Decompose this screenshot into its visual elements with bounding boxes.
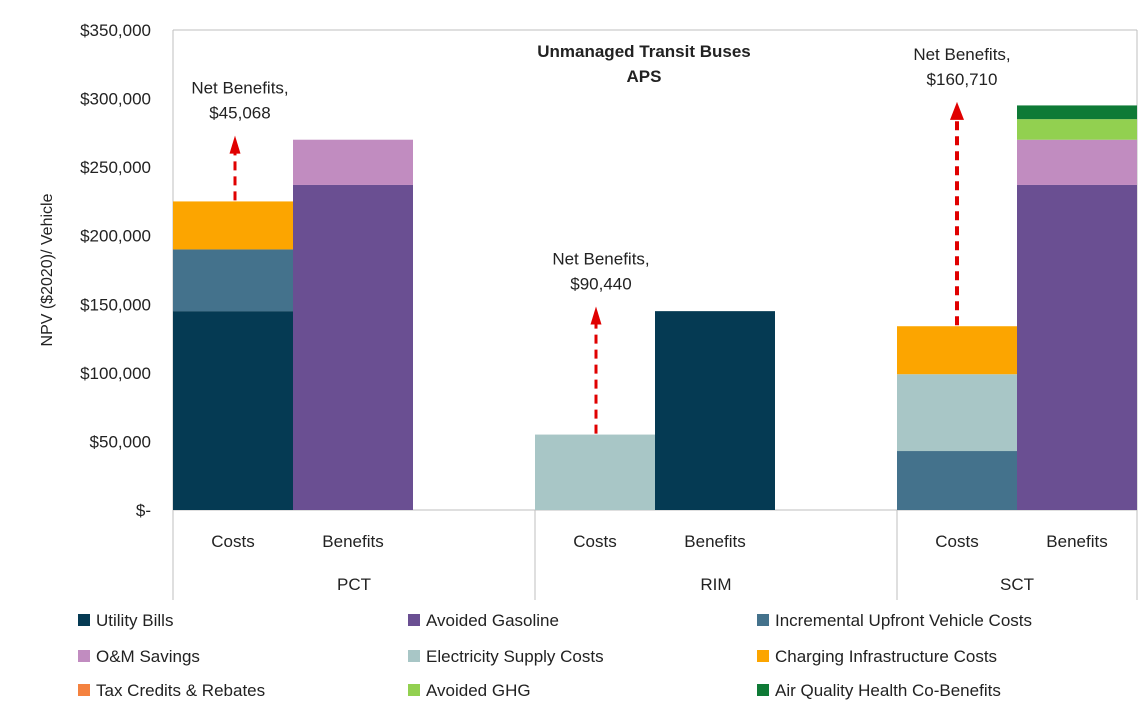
bar-segment-avoided-gasoline <box>1017 184 1137 510</box>
y-tick-label: $200,000 <box>80 227 151 246</box>
bar-segment-avoided-gasoline <box>293 184 413 510</box>
y-tick-label: $150,000 <box>80 295 151 314</box>
bar-segment-electricity-supply-costs <box>897 374 1017 452</box>
net-benefit-arrow-head <box>950 101 964 120</box>
legend-swatch <box>78 684 90 696</box>
net-benefit-label: Net Benefits, <box>913 45 1010 64</box>
category-label: Benefits <box>1046 532 1107 551</box>
y-tick-label: $- <box>136 501 151 520</box>
net-benefit-value: $160,710 <box>927 70 998 89</box>
bar-segment-utility-bills <box>655 311 775 510</box>
legend-swatch <box>408 614 420 626</box>
legend-label: Utility Bills <box>96 611 173 630</box>
legend-label: O&M Savings <box>96 647 200 666</box>
bar-segment-incremental-upfront-vehicle-costs <box>173 249 293 312</box>
legend-swatch <box>408 684 420 696</box>
legend-label: Avoided Gasoline <box>426 611 559 630</box>
legend-label: Air Quality Health Co-Benefits <box>775 681 1001 700</box>
bar-segment-o-m-savings <box>1017 139 1137 185</box>
group-label: RIM <box>700 575 731 594</box>
net-benefit-value: $90,440 <box>570 275 631 294</box>
category-label: Costs <box>573 532 616 551</box>
legend-label: Incremental Upfront Vehicle Costs <box>775 611 1032 630</box>
legend-label: Electricity Supply Costs <box>426 647 604 666</box>
net-benefit-arrow-head <box>590 306 602 325</box>
y-tick-label: $300,000 <box>80 90 151 109</box>
net-benefit-arrow-head <box>229 135 241 154</box>
legend-label: Avoided GHG <box>426 681 531 700</box>
y-axis-label: NPV ($2020)/ Vehicle <box>39 193 56 346</box>
category-label: Costs <box>211 532 254 551</box>
net-benefit-label: Net Benefits, <box>552 250 649 269</box>
bar-segment-charging-infrastructure-costs <box>173 201 293 250</box>
category-label: Benefits <box>684 532 745 551</box>
legend-swatch <box>408 650 420 662</box>
legend-swatch <box>78 614 90 626</box>
bar-segment-utility-bills <box>173 311 293 510</box>
group-label: SCT <box>1000 575 1034 594</box>
legend-label: Tax Credits & Rebates <box>96 681 265 700</box>
bar-segment-electricity-supply-costs <box>535 434 655 510</box>
y-tick-label: $350,000 <box>80 21 151 40</box>
group-label: PCT <box>337 575 371 594</box>
category-label: Benefits <box>322 532 383 551</box>
bar-segment-air-quality-health-co-benefits <box>1017 105 1137 120</box>
legend: Utility Bills Avoided Gasoline Incremental… <box>78 611 1032 700</box>
y-tick-label: $250,000 <box>80 158 151 177</box>
legend-swatch <box>757 650 769 662</box>
bar-segments <box>173 105 1137 510</box>
net-benefit-label: Net Benefits, <box>191 79 288 98</box>
bar-segment-charging-infrastructure-costs <box>897 326 1017 375</box>
y-tick-label: $50,000 <box>90 432 151 451</box>
legend-swatch <box>78 650 90 662</box>
bar-segment-avoided-ghg <box>1017 119 1137 140</box>
y-tick-label: $100,000 <box>80 364 151 383</box>
legend-label: Charging Infrastructure Costs <box>775 647 997 666</box>
net-benefit-value: $45,068 <box>209 104 270 123</box>
chart-title: Unmanaged Transit Buses <box>537 42 751 61</box>
legend-swatch <box>757 614 769 626</box>
legend-swatch <box>757 684 769 696</box>
bar-segment-incremental-upfront-vehicle-costs <box>897 451 1017 510</box>
y-axis-ticks: $- $50,000 $100,000 $150,000 $200,000 $250,00… <box>80 21 151 520</box>
x-axis-categories: Costs Benefits PCT Costs Benefits RIM Costs Ben… <box>211 532 1107 594</box>
category-label: Costs <box>935 532 978 551</box>
net-benefit-annotations: Net Benefits, $45,068 Net Benefits, $90,440… <box>191 45 1011 434</box>
bar-segment-o-m-savings <box>293 139 413 185</box>
chart-subtitle: APS <box>627 67 662 86</box>
